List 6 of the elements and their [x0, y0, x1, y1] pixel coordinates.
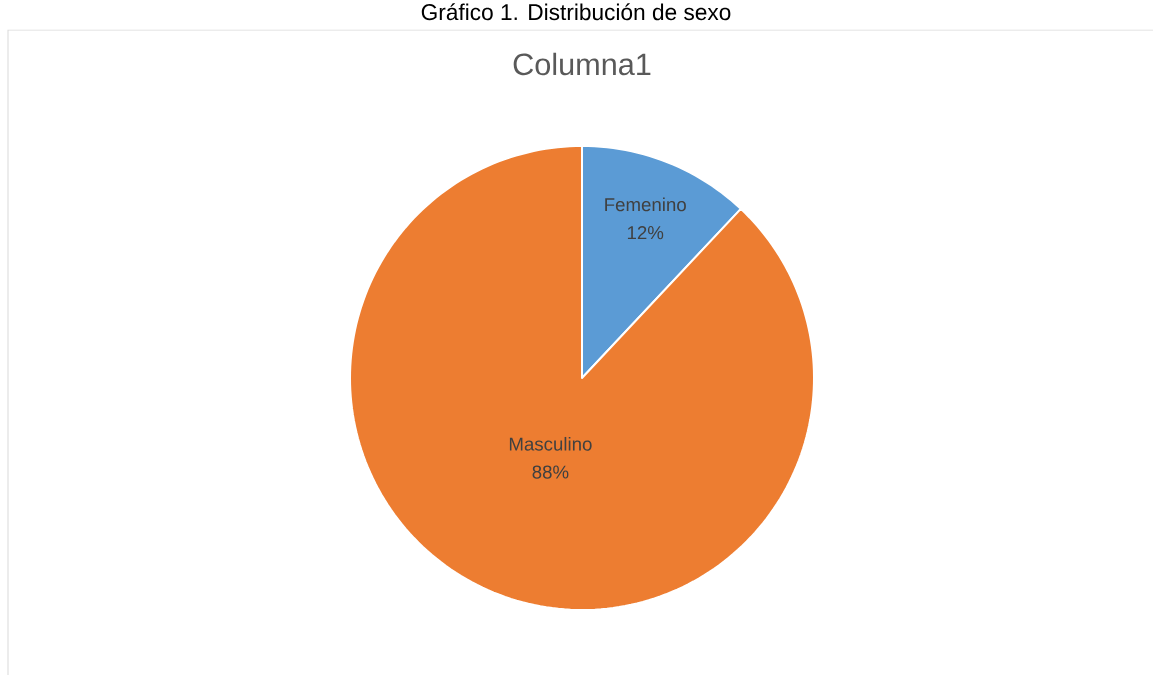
slice-label: Masculino: [509, 436, 592, 451]
data-label: 88%: [532, 465, 569, 479]
slice-label: Femenino: [605, 197, 686, 212]
data-label: 12%: [627, 226, 664, 240]
chart-subtitle: Columna1: [513, 52, 651, 76]
chart-title: Gráfico 1. Distribución de sexo: [421, 3, 731, 21]
